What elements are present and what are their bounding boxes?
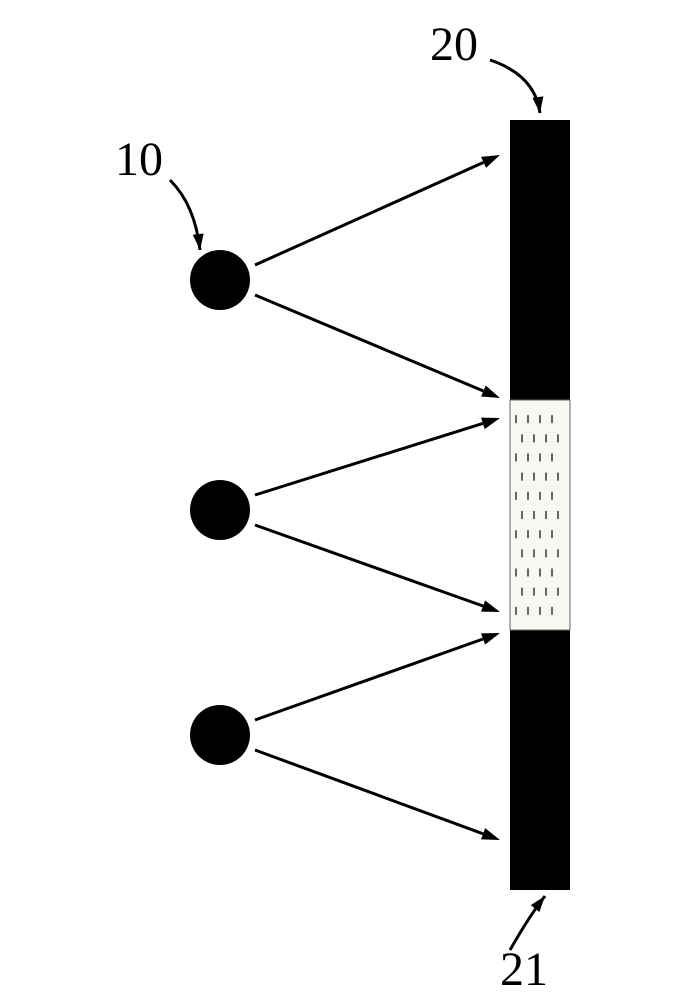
hatch-dash bbox=[545, 473, 547, 481]
hatch-dash bbox=[557, 549, 559, 557]
hatch-dash bbox=[527, 530, 529, 538]
hatch-dash bbox=[557, 473, 559, 481]
hatch-dash bbox=[521, 588, 523, 596]
hatch-dash bbox=[545, 549, 547, 557]
source-circle-2 bbox=[190, 705, 250, 765]
hatch-dash bbox=[515, 454, 517, 462]
hatch-dash bbox=[545, 434, 547, 442]
hatch-dash bbox=[515, 530, 517, 538]
hatch-dash bbox=[515, 607, 517, 615]
hatch-dash bbox=[551, 415, 553, 423]
hatch-dash bbox=[539, 454, 541, 462]
hatch-dash bbox=[539, 415, 541, 423]
hatch-dash bbox=[551, 492, 553, 500]
hatch-dash bbox=[539, 607, 541, 615]
hatch-dash bbox=[521, 511, 523, 519]
hatch-dash bbox=[527, 415, 529, 423]
hatch-dash bbox=[527, 454, 529, 462]
hatch-dash bbox=[533, 473, 535, 481]
source-circle-1 bbox=[190, 480, 250, 540]
canvas-background bbox=[0, 0, 679, 1000]
hatch-dash bbox=[533, 511, 535, 519]
hatch-dash bbox=[551, 607, 553, 615]
hatch-dash bbox=[521, 549, 523, 557]
hatch-dash bbox=[533, 588, 535, 596]
hatch-dash bbox=[557, 511, 559, 519]
hatch-dash bbox=[515, 415, 517, 423]
hatch-dash bbox=[545, 511, 547, 519]
bar-slot bbox=[510, 400, 570, 630]
hatch-dash bbox=[545, 588, 547, 596]
hatch-dash bbox=[521, 473, 523, 481]
hatch-dash bbox=[551, 569, 553, 577]
hatch-dash bbox=[515, 492, 517, 500]
label-21: 21 bbox=[500, 943, 548, 996]
hatch-dash bbox=[551, 454, 553, 462]
hatch-dash bbox=[551, 530, 553, 538]
hatch-dash bbox=[521, 434, 523, 442]
hatch-dash bbox=[527, 492, 529, 500]
hatch-dash bbox=[533, 434, 535, 442]
hatch-dash bbox=[515, 569, 517, 577]
hatch-dash bbox=[539, 492, 541, 500]
label-10: 10 bbox=[115, 133, 163, 186]
hatch-dash bbox=[539, 569, 541, 577]
hatch-dash bbox=[527, 569, 529, 577]
hatch-dash bbox=[533, 549, 535, 557]
source-circle-0 bbox=[190, 250, 250, 310]
hatch-dash bbox=[557, 588, 559, 596]
hatch-dash bbox=[557, 434, 559, 442]
label-20: 20 bbox=[430, 18, 478, 71]
hatch-dash bbox=[539, 530, 541, 538]
hatch-dash bbox=[527, 607, 529, 615]
